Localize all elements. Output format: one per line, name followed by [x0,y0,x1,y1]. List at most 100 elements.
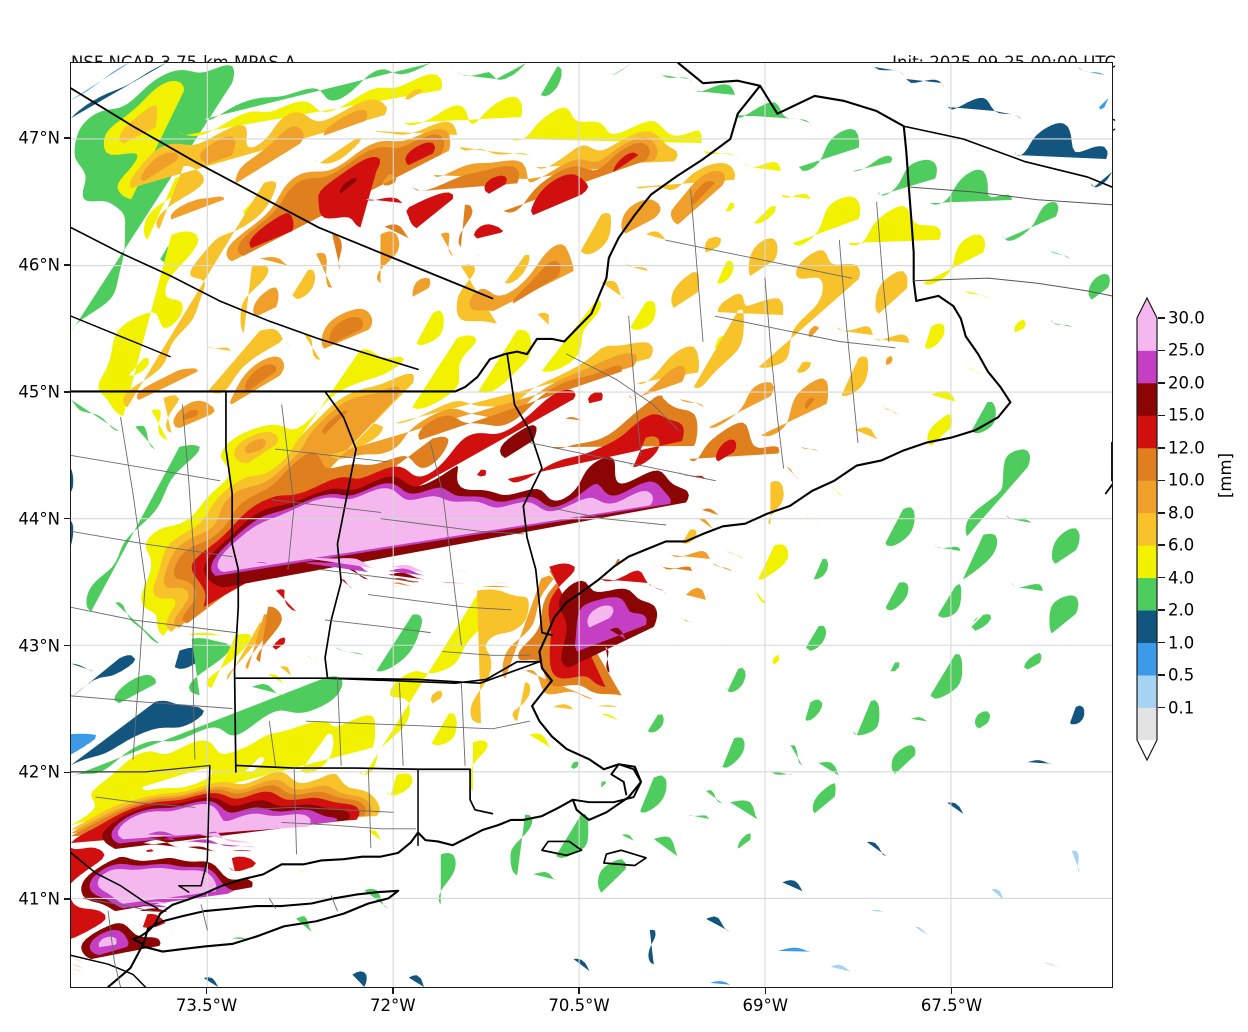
boundary-line [107,910,121,987]
precip-band-30.0mm [97,488,654,949]
boundary-line [71,852,159,910]
boundary-line [71,764,211,773]
latitude-tick-label: 41°N [18,889,60,909]
boundary-line [281,821,416,830]
colorbar-swatch-15.0 [1137,415,1157,449]
longitude-tick-label: 70.5°W [548,996,610,1015]
boundary-line [182,404,196,760]
latitude-tick-mark [64,898,70,900]
colorbar-swatch-4.0 [1137,577,1157,611]
boundary-line [337,677,342,766]
boundary-line [235,660,541,685]
boundary-line [281,404,295,570]
boundary-line [764,277,785,469]
colorbar [1136,296,1158,762]
longitude-tick-mark [205,988,208,994]
colorbar-swatch-20.0 [1137,382,1157,416]
longitude-tick-mark [764,988,767,994]
graticule-gridlines [71,63,1112,987]
longitude-tick-label: 72°W [370,996,416,1015]
latitude-tick-label: 43°N [18,636,60,655]
colorbar-tick-label: 8.0 [1168,503,1195,523]
boundary-line [82,897,153,912]
boundary-line [71,87,494,300]
colorbar-unit-label: [mm] [1216,452,1235,498]
colorbar-tick-mark [1158,641,1165,644]
boundary-line [318,568,419,583]
boundary-line [367,768,372,849]
latitude-tick-label: 45°N [18,382,60,402]
boundary-line [244,806,394,813]
boundary-line [529,442,716,482]
boundary-line [225,390,240,773]
colorbar-tick-mark [1158,576,1165,579]
colorbar-tick-label: 30.0 [1168,308,1205,328]
colorbar-swatch-10.0 [1137,480,1157,514]
colorbar-tick-mark [1158,317,1165,319]
precipitation-contours [71,63,1112,987]
colorbar-outline [1136,296,1158,762]
colorbar-swatch-6.0 [1137,545,1157,579]
boundary-line [902,125,1112,188]
boundary-line [305,720,530,730]
colorbar-swatch-8.0 [1137,512,1157,546]
boundary-line [71,954,147,987]
boundary-line [380,518,524,535]
boundary-line [235,764,494,815]
latitude-tick-mark [64,771,70,774]
colorbar-tick-mark [1158,512,1165,514]
colorbar-tick-mark [1158,609,1165,611]
colorbar-tick-label: 20.0 [1168,373,1205,393]
boundary-line [398,682,404,766]
boundary-line [71,454,221,482]
longitude-tick-label: 73.5°W [175,996,238,1015]
political-boundaries [71,63,1112,987]
boundary-line [95,796,196,808]
colorbar-tick-label: 2.0 [1168,600,1195,620]
latitude-tick-label: 44°N [18,509,60,529]
boundary-line [200,904,208,931]
latitude-tick-mark [64,391,70,393]
colorbar-tick-mark [1158,447,1165,449]
boundary-line [324,619,431,634]
colorbar-tick-mark [1158,349,1165,352]
boundary-line [275,448,388,463]
colorbar-swatch-1.0 [1137,642,1157,676]
boundary-line [71,695,233,709]
latitude-tick-label: 47°N [18,128,60,148]
colorbar-tick-mark [1158,479,1165,482]
boundary-line [71,315,171,358]
colorbar-tick-label: 6.0 [1168,535,1195,555]
colorbar-tick-label: 4.0 [1168,568,1195,588]
colorbar-tick-label: 12.0 [1168,438,1205,458]
boundary-line [628,315,642,456]
colorbar-over-arrow [1137,298,1157,318]
latitude-tick-mark [64,264,70,266]
latitude-tick-label: 46°N [18,255,60,275]
boundary-line [429,442,462,646]
boundary-line [838,239,859,444]
boundary-line [541,840,583,857]
longitude-tick-mark [578,988,580,994]
boundary-line [71,530,233,558]
longitude-tick-mark [392,988,394,994]
colorbar-swatch-0.5 [1137,675,1157,708]
colorbar-swatch-30.0 [1137,318,1157,351]
boundary-line [442,651,530,656]
boundary-line [571,763,642,804]
latitude-tick-label: 42°N [18,762,60,782]
latitude-tick-mark [64,517,70,520]
colorbar-tick-label: 0.5 [1168,665,1195,685]
colorbar-tick-label: 15.0 [1168,405,1205,425]
boundary-line [541,505,667,526]
colorbar-swatch-0.1 [1137,707,1157,741]
boundary-line [326,660,541,685]
boundary-line [271,499,382,513]
boundary-line [107,63,1012,987]
boundary-line [603,849,647,867]
colorbar-tick-label: 1.0 [1168,633,1195,653]
boundary-line [367,594,512,611]
boundary-line [178,764,211,893]
boundary-line [690,189,704,342]
colorbar-tick-mark [1158,544,1165,546]
